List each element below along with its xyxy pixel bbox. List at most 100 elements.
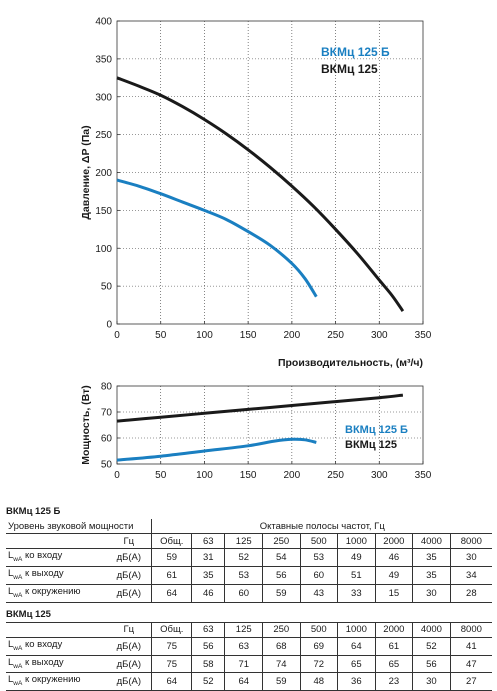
x-tick-label: 150: [240, 470, 257, 481]
table-columns-row: Гц Общ. 63 125 250 500 1000 2000 4000 80…: [6, 533, 492, 549]
y-tick-label: 200: [95, 168, 112, 179]
row-label: LwA ко входу: [6, 637, 107, 656]
row-label: LwA к окружению: [6, 672, 107, 691]
y-tick-label: 350: [95, 54, 112, 65]
table-cell: 75: [151, 655, 192, 674]
column-header: 250: [262, 621, 301, 638]
column-header: Общ.: [151, 533, 192, 549]
table-cell: 30: [412, 584, 451, 603]
table-cell: 56: [191, 637, 225, 656]
x-tick-label: 0: [114, 330, 120, 341]
table-cell: 46: [374, 548, 413, 567]
table-cell: 59: [262, 672, 301, 691]
table-cell: 49: [337, 548, 376, 567]
row-unit: дБ(А): [106, 566, 152, 585]
column-header: 8000: [449, 533, 492, 549]
table-cell: 71: [224, 655, 263, 674]
y-tick-label: 100: [95, 244, 112, 255]
y-axis-label: Давление, ΔP (Па): [80, 125, 92, 219]
table-cell: 28: [449, 584, 492, 603]
table-cell: 64: [151, 672, 192, 691]
table-cell: 61: [151, 566, 192, 585]
y-tick-label: 400: [95, 17, 112, 28]
table-cell: 35: [191, 566, 225, 585]
table-cell: 75: [151, 637, 192, 656]
table-cell: 31: [191, 548, 225, 567]
table-cell: 65: [374, 655, 413, 674]
table-cell: 35: [412, 566, 451, 585]
header-label: Уровень звуковой мощности: [6, 519, 152, 534]
table-cell: 36: [337, 672, 376, 691]
table-cell: 61: [374, 637, 413, 656]
column-header: 1000: [337, 621, 376, 638]
x-tick-label: 50: [155, 470, 167, 481]
table-cell: 52: [224, 548, 263, 567]
table-row: LwA ко входу дБ(А) 75 56 63 68 69 64 61 52 41: [6, 637, 492, 656]
table-cell: 64: [337, 637, 376, 656]
table-cell: 46: [191, 584, 225, 603]
y-tick-label: 80: [101, 382, 113, 393]
header-group-label: Октавные полосы частот, Гц: [151, 519, 492, 534]
table-cell: 60: [224, 584, 263, 603]
series-line-125: [116, 76, 405, 312]
table-cell: 47: [449, 655, 492, 674]
column-header: 2000: [374, 621, 413, 638]
table-cell: 74: [262, 655, 301, 674]
row-unit: дБ(А): [106, 637, 152, 656]
y-axis-label: Мощность, (Вт): [80, 385, 92, 465]
sound-tables: ВКМц 125 Б Уровень звуковой мощности Окт…: [6, 505, 492, 691]
column-header: 4000: [412, 621, 451, 638]
table-cell: 35: [412, 548, 451, 567]
column-header: Общ.: [151, 621, 192, 638]
table-cell: 53: [299, 548, 338, 567]
table-row: LwA к выходу дБ(А) 75 58 71 74 72 65 65 56 47: [6, 655, 492, 674]
row-label: LwA к выходу: [6, 566, 107, 585]
table-title-125b: ВКМц 125 Б: [6, 506, 61, 517]
column-header: Гц: [106, 533, 152, 549]
legend-entry-125: ВКМц 125: [321, 62, 378, 76]
series-line-125b: [116, 178, 318, 298]
table-cell: 52: [412, 637, 451, 656]
x-tick-label: 250: [327, 470, 344, 481]
legend-entry-125: ВКМц 125: [345, 439, 397, 451]
table-row: LwA к выходу дБ(А) 61 35 53 56 60 51 49 35 34: [6, 566, 492, 585]
sound-table-125: Гц Общ. 63 125 250 500 1000 2000 4000 80…: [6, 621, 492, 691]
legend-entry-125b: ВКМц 125 Б: [321, 45, 390, 59]
table-cell: 56: [262, 566, 301, 585]
x-tick-label: 200: [284, 330, 301, 341]
table-cell: 56: [412, 655, 451, 674]
table-row: LwA ко входу дБ(А) 59 31 52 54 53 49 46 35 30: [6, 548, 492, 567]
table-cell: 43: [299, 584, 338, 603]
row-label: LwA к выходу: [6, 655, 107, 674]
row-unit: дБ(А): [106, 655, 152, 674]
table-cell: 52: [191, 672, 225, 691]
table-cell: 64: [224, 672, 263, 691]
x-tick-label: 0: [114, 470, 120, 481]
column-header: 250: [262, 533, 301, 549]
table-cell: 54: [262, 548, 301, 567]
column-header: 500: [299, 533, 338, 549]
y-tick-label: 250: [95, 130, 112, 141]
table-header-row: Уровень звуковой мощности Октавные полос…: [6, 519, 492, 534]
table-cell: 33: [337, 584, 376, 603]
x-tick-label: 350: [415, 470, 432, 481]
sound-table-125b: Уровень звуковой мощности Октавные полос…: [6, 519, 492, 603]
table-cell: 65: [337, 655, 376, 674]
row-unit: дБ(А): [106, 672, 152, 691]
x-tick-label: 300: [371, 470, 388, 481]
row-label: LwA к окружению: [6, 584, 107, 603]
column-header: 4000: [412, 533, 451, 549]
table-cell: 72: [299, 655, 338, 674]
column-header: 63: [191, 621, 225, 638]
table-cell: 51: [337, 566, 376, 585]
table-cell: 69: [299, 637, 338, 656]
table-cell: 59: [151, 548, 192, 567]
table-cell: 30: [412, 672, 451, 691]
table-cell: 64: [151, 584, 192, 603]
charts-area: 0 50 100 150 200 250 300 3500501001502002503003…: [80, 17, 432, 482]
row-label: LwA ко входу: [6, 548, 107, 567]
y-tick-label: 150: [95, 206, 112, 217]
table-cell: 27: [449, 672, 492, 691]
row-unit: дБ(А): [106, 584, 152, 603]
